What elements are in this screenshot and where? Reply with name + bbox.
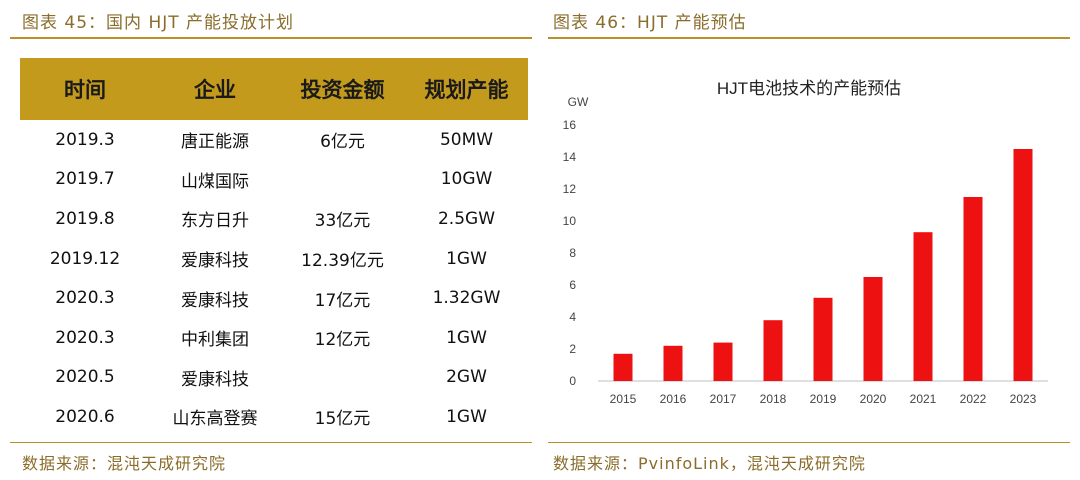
x-tick-label: 2015 — [610, 392, 637, 406]
y-tick-label: 8 — [569, 246, 576, 260]
chart-title: HJT电池技术的产能预估 — [717, 79, 901, 98]
cell-company: 爱康科技 — [181, 251, 249, 272]
cell-company: 爱康科技 — [181, 369, 249, 390]
table-row: 2020.5 爱康科技 2GW — [20, 358, 528, 398]
cell-company: 山煤国际 — [181, 171, 249, 192]
cell-capacity: 2GW — [446, 367, 487, 388]
y-tick-label: 12 — [563, 182, 577, 196]
cell-investment: 6亿元 — [320, 132, 365, 153]
bar-2019 — [813, 297, 833, 381]
x-tick-label: 2018 — [760, 392, 787, 406]
table-row: 2019.8 东方日升 33亿元 2.5GW — [20, 199, 528, 239]
cell-company: 唐正能源 — [181, 132, 249, 153]
header-time: 时间 — [20, 58, 150, 120]
table-row: 2020.6 山东高登赛 15亿元 1GW — [20, 397, 528, 437]
cell-investment — [280, 358, 405, 398]
y-tick-label: 10 — [563, 214, 577, 228]
y-tick-label: 14 — [563, 150, 577, 164]
chart-source-note: 数据来源：PvinfoLink，混沌天成研究院 — [553, 454, 866, 473]
y-tick-label: 4 — [569, 310, 576, 324]
y-tick-label: 16 — [563, 118, 577, 132]
bar-2021 — [913, 232, 933, 381]
x-tick-label: 2019 — [810, 392, 837, 406]
cell-investment: 15亿元 — [314, 409, 371, 430]
x-tick-label: 2022 — [960, 392, 987, 406]
y-axis-unit-label: GW — [568, 95, 589, 109]
table-row: 2019.7 山煤国际 10GW — [20, 160, 528, 200]
header-capacity: 规划产能 — [405, 58, 528, 120]
x-tick-label: 2020 — [860, 392, 887, 406]
x-tick-label: 2021 — [910, 392, 937, 406]
cell-time: 2020.5 — [55, 367, 115, 388]
cell-capacity: 1GW — [446, 327, 487, 348]
table-figure-title: 图表 45：国内 HJT 产能投放计划 — [22, 13, 295, 33]
title-rule-right — [548, 37, 1070, 39]
y-axis: 0 2 4 6 8 10 12 14 16 — [563, 118, 577, 388]
table-header-row: 时间 企业 投资金额 规划产能 — [20, 58, 528, 120]
x-axis: 2015 2016 2017 2018 2019 2020 2021 2022 2023 — [610, 392, 1037, 406]
bar-2020 — [863, 277, 883, 381]
cell-company: 中利集团 — [181, 330, 249, 351]
cell-company: 山东高登赛 — [172, 409, 258, 430]
x-tick-label: 2016 — [660, 392, 687, 406]
table-source-note: 数据来源：混沌天成研究院 — [22, 454, 227, 473]
cell-investment: 17亿元 — [314, 290, 371, 311]
cell-time: 2020.3 — [55, 327, 115, 348]
cell-capacity: 1GW — [446, 406, 487, 427]
cell-time: 2019.7 — [55, 169, 115, 190]
cell-investment: 12.39亿元 — [301, 251, 384, 272]
bar-2015 — [613, 353, 633, 381]
cell-capacity: 10GW — [440, 169, 493, 190]
y-tick-label: 6 — [569, 278, 576, 292]
bar-2017 — [713, 342, 733, 381]
source-rule-right — [548, 442, 1070, 443]
table-row: 2019.12 爱康科技 12.39亿元 1GW — [20, 239, 528, 279]
table-row: 2020.3 中利集团 12亿元 1GW — [20, 318, 528, 358]
cell-time: 2019.8 — [55, 208, 115, 229]
cell-capacity: 1GW — [446, 248, 487, 269]
bar-2023 — [1013, 149, 1033, 381]
table-row: 2020.3 爱康科技 17亿元 1.32GW — [20, 278, 528, 318]
bar-2022 — [963, 197, 983, 381]
cell-investment: 12亿元 — [314, 330, 371, 351]
x-tick-label: 2017 — [710, 392, 737, 406]
cell-capacity: 50MW — [439, 129, 494, 150]
bar-series — [613, 149, 1033, 381]
source-rule-left — [10, 442, 532, 443]
cell-time: 2019.12 — [49, 248, 121, 269]
cell-company: 东方日升 — [181, 211, 249, 232]
cell-capacity: 1.32GW — [432, 288, 501, 309]
bar-2016 — [663, 345, 683, 381]
y-tick-label: 0 — [569, 374, 576, 388]
y-tick-label: 2 — [569, 342, 576, 356]
capacity-plan-table: 时间 企业 投资金额 规划产能 2019.3 唐正能源 6亿元 50MW 201… — [20, 58, 528, 437]
cell-investment: 33亿元 — [314, 211, 371, 232]
header-investment: 投资金额 — [280, 58, 405, 120]
chart-figure-title: 图表 46：HJT 产能预估 — [553, 13, 747, 33]
cell-investment — [280, 160, 405, 200]
chart-container: HJT电池技术的产能预估 GW 0 2 4 6 8 10 12 14 16 2015 2016 20… — [548, 58, 1070, 430]
cell-time: 2020.6 — [55, 406, 115, 427]
cell-company: 爱康科技 — [181, 290, 249, 311]
title-rule-left — [10, 37, 532, 39]
x-tick-label: 2023 — [1010, 392, 1037, 406]
cell-capacity: 2.5GW — [437, 208, 496, 229]
table-row: 2019.3 唐正能源 6亿元 50MW — [20, 120, 528, 160]
bar-2018 — [763, 320, 783, 381]
cell-time: 2020.3 — [55, 288, 115, 309]
header-company: 企业 — [150, 58, 280, 120]
cell-time: 2019.3 — [55, 129, 115, 150]
